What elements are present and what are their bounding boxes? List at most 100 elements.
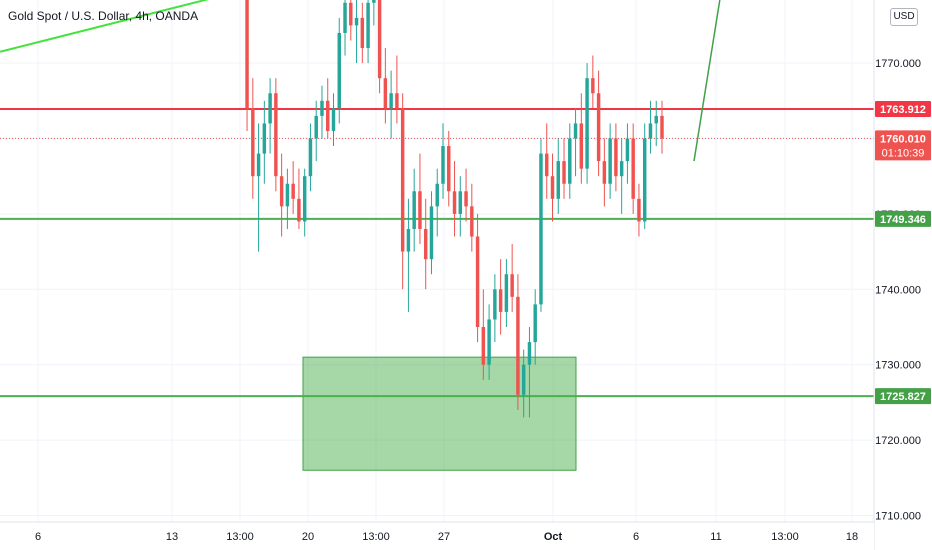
candle-body	[256, 153, 261, 177]
candle-body	[377, 0, 382, 79]
candle	[637, 183, 641, 237]
candle	[389, 70, 393, 139]
candle	[412, 168, 416, 252]
candle	[487, 304, 491, 380]
projection-arrow	[693, 0, 721, 162]
candle	[660, 100, 664, 154]
candle-body	[602, 161, 607, 184]
candle-body	[245, 0, 249, 109]
countdown-label: 01:10:39	[882, 147, 925, 159]
price-tick-label: 1720.000	[875, 435, 921, 447]
candle	[377, 0, 382, 94]
candle	[475, 213, 480, 343]
candle	[470, 183, 474, 252]
candle-body	[487, 319, 491, 365]
candle	[291, 161, 295, 214]
support-zone	[302, 356, 577, 471]
candle	[556, 138, 560, 214]
candle-body	[614, 138, 618, 177]
candle-body	[308, 138, 313, 177]
candle-body	[591, 78, 595, 94]
candle	[337, 17, 341, 124]
candle	[279, 153, 284, 237]
candle-body	[637, 198, 641, 222]
candle-body	[562, 161, 566, 184]
candle-body	[452, 191, 457, 214]
candle	[343, 0, 347, 56]
candle-body	[568, 138, 572, 184]
candle	[331, 93, 336, 147]
candle-body	[550, 176, 555, 199]
level-price-tag[interactable]: 1763.912	[875, 101, 931, 118]
candle-body	[585, 78, 589, 169]
candle-body	[498, 289, 503, 312]
level-price-tag-bg	[875, 388, 931, 405]
candle-body	[366, 2, 370, 49]
candle	[360, 2, 365, 64]
candle	[395, 55, 399, 124]
level-price-tag[interactable]: 1749.346	[875, 210, 931, 227]
candle	[262, 100, 267, 184]
candle-body	[504, 274, 509, 312]
candle-body	[539, 153, 543, 305]
trend-line	[0, 0, 209, 53]
candle-body	[516, 296, 520, 395]
candle-body	[521, 364, 526, 395]
candle	[400, 93, 405, 290]
candle	[579, 93, 584, 184]
candle	[326, 78, 330, 139]
time-tick-label: 6	[35, 531, 41, 543]
candle-body	[556, 161, 560, 199]
candle	[464, 168, 468, 222]
time-axis[interactable]: 6 13 13:00 20 13:00 27 Oct 6 11 13:00 18	[0, 521, 874, 550]
candle	[435, 168, 439, 237]
time-tick-label: 20	[302, 531, 314, 543]
candle-body	[475, 236, 480, 327]
current-price-tag[interactable]: 1760.010 01:10:39	[875, 130, 931, 161]
candle-body	[320, 100, 324, 116]
candle	[418, 153, 422, 245]
candle-body	[372, 0, 376, 3]
candle-body	[429, 206, 434, 260]
candle	[625, 123, 630, 184]
candle-body	[262, 123, 267, 154]
chart-zones	[302, 356, 577, 471]
candle	[521, 349, 526, 418]
candle-body	[251, 108, 255, 177]
candle	[648, 100, 653, 154]
candle-body	[464, 191, 468, 207]
candle-body	[412, 191, 416, 229]
candle	[596, 70, 601, 177]
time-tick-label: Oct	[544, 531, 563, 543]
candle-body	[331, 108, 336, 131]
candle-body	[268, 93, 272, 124]
candle	[550, 153, 555, 222]
candle	[562, 138, 566, 199]
candle-body	[648, 123, 653, 139]
candle-body	[510, 274, 514, 297]
candle	[245, 0, 249, 131]
currency-button[interactable]: USD	[890, 8, 918, 26]
candle	[423, 198, 428, 290]
candle	[516, 274, 520, 410]
candle-body	[389, 93, 393, 109]
time-tick-label: 13:00	[226, 531, 254, 543]
candle	[429, 191, 434, 275]
level-price-tag-bg	[875, 101, 931, 118]
chart-overlays	[0, 0, 721, 162]
price-axis[interactable]: 1710.0001720.0001730.0001740.0001750.000…	[873, 0, 932, 550]
candle	[608, 123, 612, 199]
time-tick-label: 6	[633, 531, 639, 543]
candle	[510, 244, 514, 312]
candle-body	[493, 289, 497, 320]
candle	[366, 0, 370, 64]
level-price-tag[interactable]: 1725.827	[875, 388, 931, 405]
candle	[493, 274, 497, 343]
candle-body	[354, 17, 359, 26]
candle	[545, 123, 549, 199]
price-tick-label: 1740.000	[875, 284, 921, 296]
candle-body	[631, 138, 635, 199]
candle	[256, 123, 261, 252]
candle-body	[660, 115, 664, 139]
